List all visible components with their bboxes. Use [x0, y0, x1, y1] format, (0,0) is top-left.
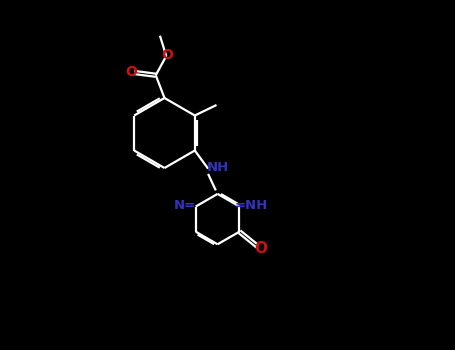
Text: N=: N= — [173, 199, 196, 212]
Text: O: O — [126, 65, 137, 79]
Text: =NH: =NH — [235, 199, 268, 212]
Text: O: O — [254, 241, 267, 256]
Text: NH: NH — [207, 161, 229, 174]
Text: O: O — [162, 48, 173, 62]
